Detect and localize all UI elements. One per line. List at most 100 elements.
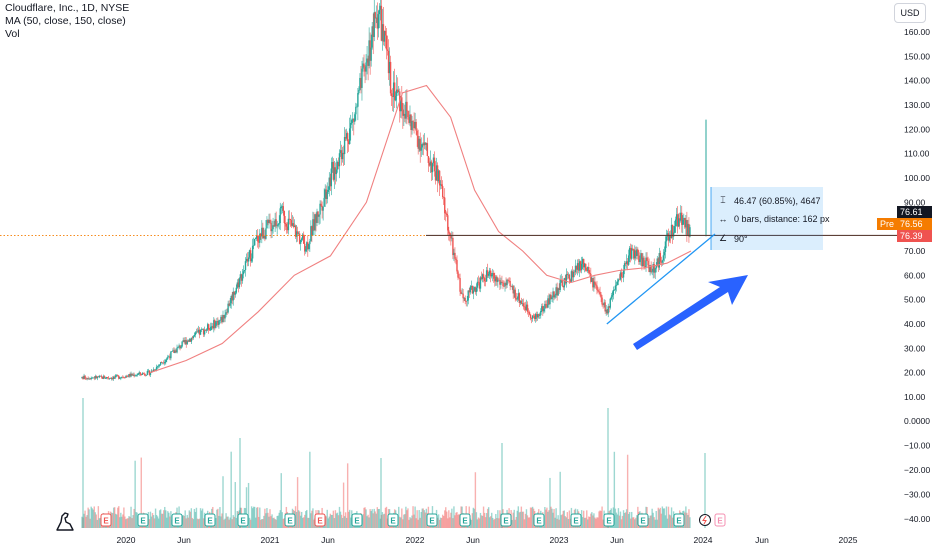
earnings-icon[interactable]: E (603, 513, 615, 527)
earnings-icon[interactable]: E (637, 513, 649, 527)
candle-body (578, 261, 581, 271)
earnings-icon[interactable]: E (673, 513, 685, 527)
annotations[interactable] (0, 187, 897, 350)
volume-bar (373, 508, 375, 528)
candle-body (467, 290, 469, 301)
candle-body (130, 373, 132, 377)
earnings-icon-frame (284, 513, 296, 527)
volume-bar (350, 517, 352, 528)
earnings-icon[interactable]: E (387, 513, 399, 527)
price-tick-label: 40.00 (904, 319, 926, 329)
candle-body (429, 161, 432, 166)
volume-bar (91, 508, 93, 528)
volume-bar (195, 507, 198, 528)
candle-body (349, 128, 351, 145)
volume-bar (633, 517, 635, 528)
volume-bar (183, 515, 185, 528)
candle-body (320, 203, 322, 206)
legend-vol[interactable]: Vol (5, 28, 20, 40)
volume-bar (134, 460, 136, 528)
volume-bar (418, 510, 420, 528)
volume-bar (126, 518, 128, 528)
candle-body (371, 26, 373, 48)
candle-body (463, 297, 465, 299)
earnings-icon[interactable]: E (426, 513, 438, 527)
volume-bar (554, 517, 556, 528)
volume-bar (405, 506, 407, 528)
volume-bar (230, 451, 232, 528)
earnings-icon[interactable]: E (459, 513, 471, 527)
candle-body (622, 270, 625, 278)
volume-bar (97, 506, 100, 528)
volume-bar (99, 517, 102, 528)
candle-body (513, 289, 515, 294)
earnings-icon[interactable]: E (714, 513, 726, 527)
volume-bar (493, 519, 495, 528)
volume-bar (601, 506, 603, 528)
candle-body (352, 118, 354, 121)
candle-body (538, 314, 540, 316)
candle-body (384, 30, 387, 36)
volume-bar (235, 517, 237, 528)
currency-button[interactable]: USD (894, 3, 926, 23)
candle-body (476, 281, 479, 288)
candle-body (544, 303, 546, 310)
volume-bar (423, 510, 425, 528)
candle-body (151, 370, 154, 372)
candle-body (459, 278, 461, 292)
volume-bar (187, 517, 189, 528)
volume-bar (621, 515, 624, 528)
volume-spike (380, 458, 382, 528)
volume-bar (168, 512, 170, 528)
volume-bar (121, 516, 123, 528)
candle-body (337, 161, 340, 167)
candle-body (416, 130, 418, 136)
candle-body (290, 220, 293, 226)
candle-body (186, 340, 188, 345)
earnings-icon[interactable]: E (570, 513, 582, 527)
volume-bar (419, 517, 421, 528)
earnings-icon[interactable]: E (500, 513, 512, 527)
earnings-icon[interactable]: E (533, 513, 545, 527)
legend-ma[interactable]: MA (50, close, 150, close) (5, 15, 126, 27)
earnings-icon-letter: E (429, 517, 435, 526)
earnings-icon[interactable]: E (137, 513, 149, 527)
candle-body (197, 329, 200, 333)
volume-bar (270, 516, 272, 528)
candle-body (440, 184, 443, 187)
volume-bar (338, 506, 341, 528)
earnings-icon[interactable]: E (100, 513, 112, 527)
x-tick-label: Jun (321, 535, 335, 545)
candle-body (497, 279, 499, 282)
candle-body (455, 258, 457, 260)
arrow-icon[interactable] (633, 275, 748, 350)
candle-body (380, 5, 383, 41)
candle-body (261, 227, 263, 237)
candle-body (584, 263, 586, 268)
legend-symbol[interactable]: Cloudflare, Inc., 1D, NYSE (5, 2, 130, 14)
volume-bar (457, 514, 459, 528)
candle-body (494, 278, 496, 282)
volume-bar (331, 514, 334, 528)
earnings-icon[interactable]: E (314, 513, 326, 527)
dividend-icon[interactable] (699, 514, 711, 526)
earnings-icon[interactable]: E (237, 513, 249, 527)
earnings-icon-frame (171, 513, 183, 527)
candle-body (587, 267, 589, 272)
trendline (606, 233, 716, 325)
candle-body (436, 165, 439, 182)
earnings-icon[interactable]: E (284, 513, 296, 527)
earnings-icon[interactable]: E (171, 513, 183, 527)
earnings-icon[interactable]: E (351, 513, 363, 527)
candle-body (681, 212, 683, 225)
volume-bar (522, 511, 525, 528)
candle-body (93, 377, 95, 379)
earnings-icon[interactable]: E (204, 513, 216, 527)
candle-body (97, 376, 100, 378)
volume-bar (252, 506, 255, 528)
dino-logo-icon[interactable] (54, 510, 76, 532)
measure-tool-box[interactable]: ⌶ 46.47 (60.85%), 4647 ↔ 0 bars, distanc… (711, 187, 830, 250)
